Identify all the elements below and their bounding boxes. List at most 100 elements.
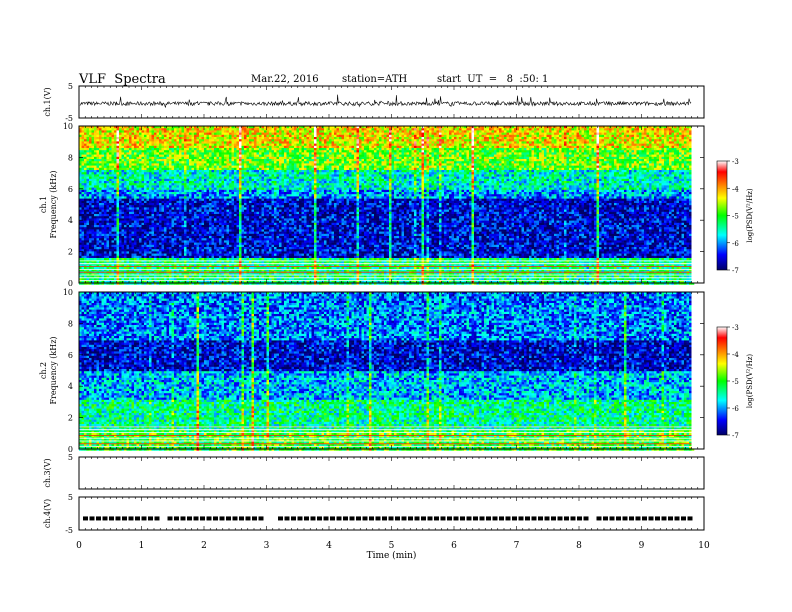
ch4-data-mark [219,516,225,521]
ch4-data-mark [622,516,628,521]
ch4-data-mark [83,516,88,521]
ch4-data-mark [343,516,348,521]
ch1-colorbar-label: log(PSD(V²/Hz) [746,188,754,243]
ch4-data-mark [499,516,504,521]
ch4-data-mark [492,516,498,521]
ch4-data-mark [479,516,485,521]
ch4-data-mark [369,516,374,521]
x-tick-label: 0 [76,541,82,551]
ch4-data-mark [193,516,199,521]
ch4-data-mark [180,516,186,521]
ch2-colorbar-tick-label: -3 [732,324,739,332]
ch4-data-mark [89,516,95,521]
ch1-colorbar-tick-label: -4 [732,185,739,193]
ch4-data-mark [304,516,309,521]
ch1-ytick-label: 5 [68,82,73,91]
ch1-waveform-trace [79,94,692,108]
ch2-channel-label: ch.2 [39,362,48,379]
ch4-data-mark [141,516,147,521]
ch4-data-mark [486,516,491,521]
ch4-data-mark [375,516,381,521]
ch1-ytick-label: 4 [68,216,73,225]
ch4-ytick-label: 5 [68,493,73,502]
ch1-ytick-label: 10 [63,122,73,131]
ch4-data-mark [616,516,621,521]
ch2-colorbar-tick-label: -4 [732,351,739,359]
ch4-data-mark [213,516,218,521]
ch4-data-mark [330,516,335,521]
ch4-data-mark [551,516,556,521]
ch4-data-mark [356,516,361,521]
ch2-colorbar-tick-label: -6 [732,405,739,413]
ch1-colorbar-tick-label: -3 [732,158,739,166]
ch4-data-mark [395,516,400,521]
x-tick-label: 2 [201,541,207,551]
ch4-panel-frame [78,496,705,531]
ch4-data-mark [284,516,290,521]
ch4-data-mark [135,516,140,521]
x-tick-label: 7 [514,541,520,551]
ch4-data-mark [460,516,465,521]
ch4-ytick-label: -5 [65,526,73,535]
ch4-data-mark [544,516,550,521]
ch4-data-mark [453,516,459,521]
ch1-ytick-label: 2 [68,248,73,257]
ch4-data-mark [258,516,264,521]
ch4-data-mark [252,516,257,521]
ch4-data-mark [401,516,407,521]
ch4-data-mark [382,516,387,521]
ch4-data-mark [629,516,634,521]
ch4-data-mark [648,516,654,521]
ch4-data-mark [570,516,576,521]
ch2-colorbar [716,326,728,436]
ch2-colorbar-tick-label: -7 [732,432,739,440]
ch4-data-mark [531,516,537,521]
start-time-label: start UT = 8 :50: 1 [437,74,548,85]
ch4-data-mark [278,516,283,521]
ch2-ytick-label: 2 [68,414,73,423]
ch4-data-mark [557,516,563,521]
ch2-colorbar-tick-label: -5 [732,378,739,386]
ch4-data-mark [102,516,108,521]
ch4-data-mark [512,516,517,521]
ch1-colorbar-tick-label: -7 [732,267,739,275]
ch4-data-mark [96,516,101,521]
x-tick-label: 1 [139,541,145,551]
ch4-data-mark [388,516,394,521]
chart-title: VLF Spectra [79,72,166,87]
ch4-data-mark [232,516,238,521]
ch3-ytick-label: 5 [68,453,73,462]
ch4-data-mark [466,516,472,521]
ch4-data-mark [687,516,693,521]
ch1-ylabel: Frequency (kHz) [49,170,58,238]
ch4-data-mark [668,516,673,521]
ch4-data-mark [681,516,686,521]
ch4-data-mark [427,516,433,521]
ch1-channel-label: ch.1 [39,196,48,213]
ch1-colorbar-tick-label: -5 [732,213,739,221]
ch1-ytick-label: 6 [68,185,73,194]
x-tick-label: 5 [389,541,395,551]
ch4-data-mark [642,516,647,521]
ch4-ylabel: ch.4(V) [43,499,52,528]
ch1-spectrogram-image [79,126,695,285]
ch4-data-mark [115,516,121,521]
date-label: Mar.22, 2016 [251,74,319,85]
ch4-data-mark [603,516,608,521]
ch1-ytick-label: -5 [65,114,73,123]
ch4-data-mark [226,516,231,521]
ch4-data-mark [434,516,439,521]
x-tick-label: 6 [451,541,457,551]
x-tick-label: 9 [639,541,645,551]
ch4-data-mark [674,516,680,521]
ch4-data-mark [362,516,368,521]
ch4-data-mark [336,516,342,521]
ch4-data-mark [323,516,329,521]
ch4-data-mark [518,516,524,521]
ch4-data-mark [564,516,569,521]
ch4-data-mark [167,516,173,521]
station-label: station=ATH [342,74,407,85]
ch2-ylabel: Frequency (kHz) [49,336,58,404]
ch1-no-data-region [691,126,704,283]
